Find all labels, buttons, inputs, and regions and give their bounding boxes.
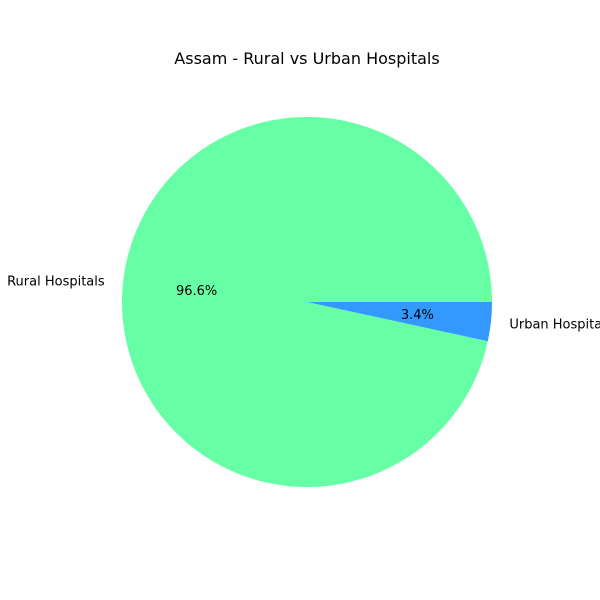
slice-percent-label: 96.6% xyxy=(176,284,217,299)
chart-title: Assam - Rural vs Urban Hospitals xyxy=(174,49,439,68)
slice-label: Urban Hospitals xyxy=(509,318,600,333)
slice-percent-label: 3.4% xyxy=(401,308,434,323)
slice-label: Rural Hospitals xyxy=(7,274,105,289)
pie-slices xyxy=(122,117,493,488)
pie-slice-rural-hospitals xyxy=(122,117,493,488)
pie-labels: Rural Hospitals 96.6% Urban Hospitals 3.4% xyxy=(7,274,600,332)
pie-slice-urban-hospitals xyxy=(307,302,492,342)
